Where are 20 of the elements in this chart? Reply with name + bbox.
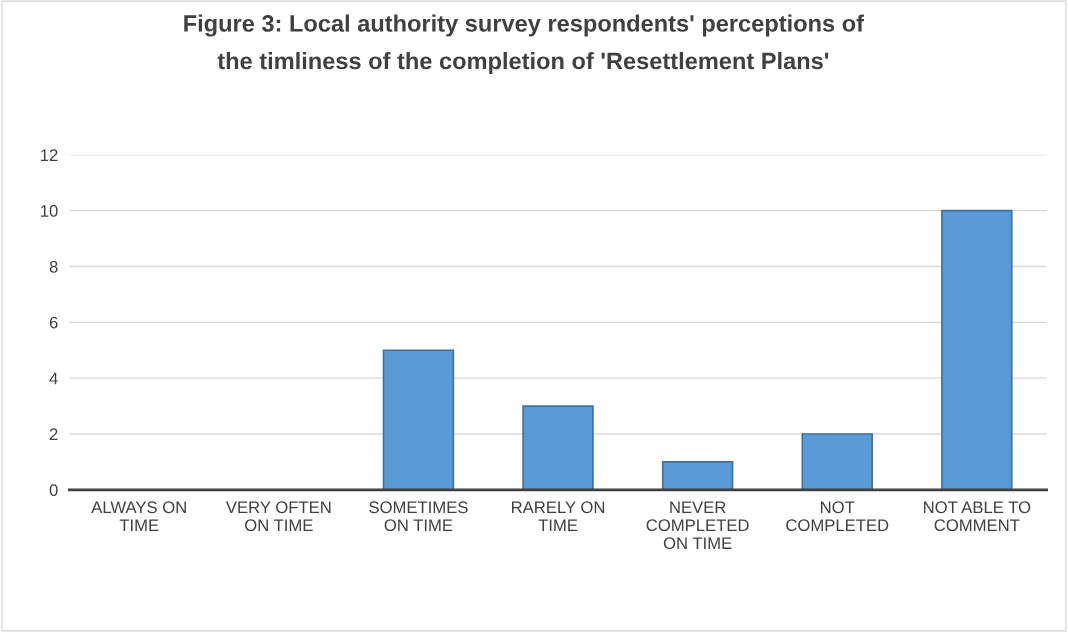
x-tick-label: VERY OFTEN ON TIME [225,501,331,532]
x-tick-label: ALWAYS ON TIME [91,501,186,531]
y-tick-label: 10 [41,205,58,217]
y-tick-label: 6 [49,316,58,329]
x-tick-label: RARELY ON TIME [512,501,605,531]
y-tick-label: 4 [49,372,58,385]
bar [522,405,594,490]
y-tick-label: 0 [49,484,58,496]
chart-title: Figure 3: Local authority survey respondents' perceptions of the timliness of the completion of 'Resettlement Plans' [184,14,865,74]
bar [661,461,734,490]
bar [801,433,873,490]
x-tick-label: SOMETIMES ON TIME [369,501,468,532]
bar [941,209,1013,490]
bar [382,349,455,490]
y-tick-label: 2 [49,428,58,441]
y-tick-label: 8 [49,260,58,273]
x-tick-label: NEVER COMPLETED ON TIME [646,501,749,550]
x-tick-label: NOT ABLE TO COMMENT [924,501,1031,532]
y-tick-label: 12 [41,149,58,161]
x-tick-label: NOT COMPLETED [786,501,889,532]
